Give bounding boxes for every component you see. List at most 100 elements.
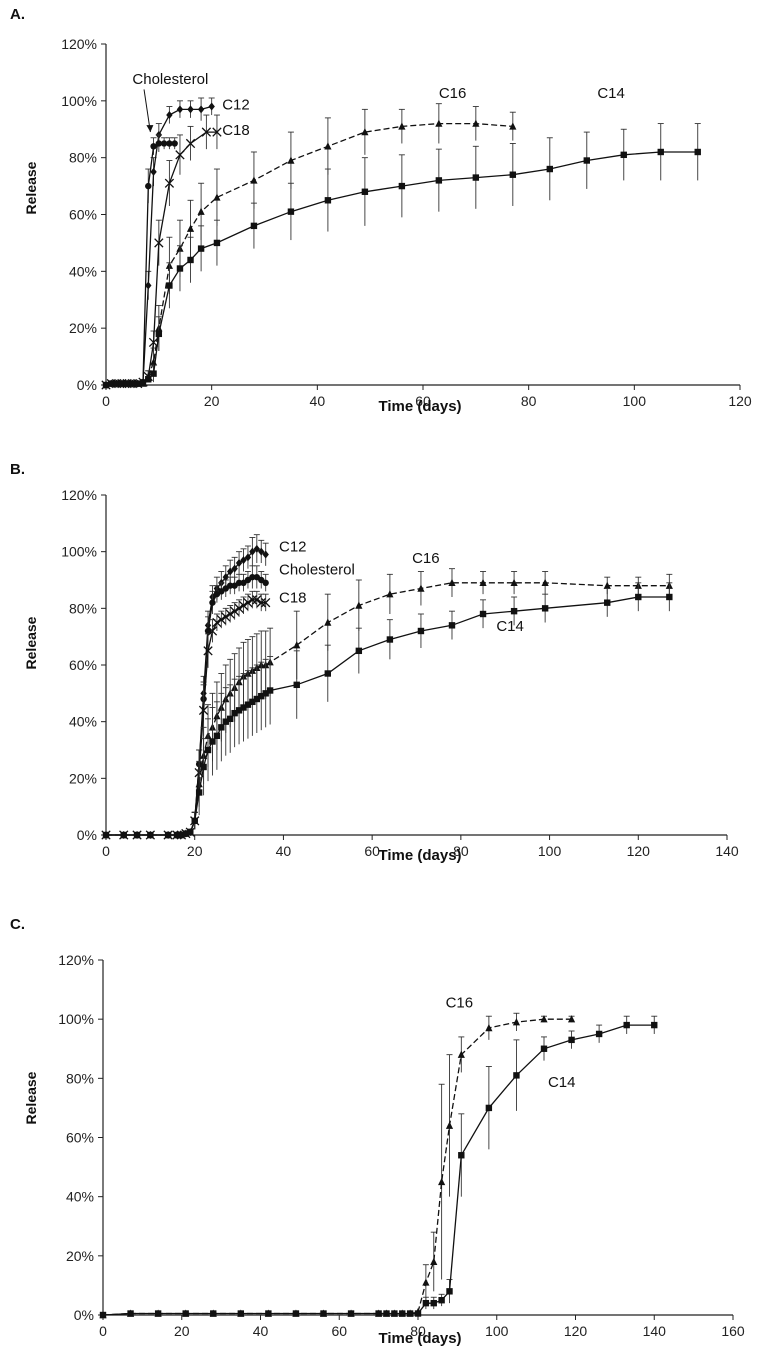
data-point-c14 — [102, 381, 110, 389]
x-tick-label: 60 — [364, 843, 380, 859]
data-point-c14 — [176, 265, 184, 272]
data-point-c14 — [123, 380, 131, 387]
data-point-c12 — [166, 111, 173, 120]
data-point-c16 — [361, 128, 369, 136]
x-axis-label: Time (days) — [378, 847, 462, 864]
data-point-c14 — [292, 1310, 300, 1317]
data-point-cholesterol — [235, 579, 243, 587]
data-point-c14 — [231, 709, 238, 717]
data-point-c16 — [540, 1015, 548, 1023]
data-point-c14 — [694, 148, 701, 156]
data-point-c16 — [422, 1278, 430, 1286]
data-point-c16 — [509, 122, 517, 130]
data-point-c14 — [150, 370, 157, 377]
data-point-c18 — [229, 606, 240, 616]
y-axis-label: Release — [23, 1071, 39, 1125]
data-point-c18 — [175, 150, 185, 160]
series-c16 — [102, 568, 673, 839]
x-tick-label: 140 — [715, 843, 739, 859]
data-point-c14 — [133, 831, 141, 839]
data-point-c18 — [225, 609, 235, 619]
data-point-c12 — [222, 573, 229, 582]
series-c18 — [101, 590, 271, 840]
y-tick-label: 120% — [61, 487, 97, 503]
data-point-c18 — [261, 598, 271, 608]
data-point-c16 — [603, 581, 611, 589]
data-point-c16 — [398, 122, 406, 130]
annotation-c14: C14 — [548, 1074, 576, 1091]
y-tick-label: 80% — [69, 150, 97, 166]
data-point-cholesterol — [145, 182, 152, 190]
data-point-c14 — [129, 380, 136, 387]
data-point-c14 — [213, 732, 221, 740]
data-point-c14 — [472, 174, 480, 181]
data-point-c14 — [244, 701, 252, 708]
data-point-c14 — [635, 593, 642, 601]
data-point-c16 — [324, 142, 332, 150]
annotation-c14: C14 — [597, 85, 625, 102]
y-tick-label: 60% — [69, 207, 97, 223]
data-point-c14 — [546, 165, 553, 173]
data-point-c12 — [253, 544, 261, 553]
data-point-cholesterol — [249, 573, 256, 581]
point-x-stroke — [154, 238, 164, 248]
data-point-c16 — [293, 641, 301, 649]
x-tick-label: 100 — [538, 843, 562, 859]
point-x-stroke — [212, 617, 222, 628]
x-tick-label: 20 — [204, 393, 220, 409]
data-point-cholesterol — [150, 143, 157, 150]
chart-panel-a: A. 0 20 40 60 80 100 120 0% 20% 40% 60% 80% 100% 120%… — [0, 0, 778, 455]
annotation-arrow-line — [143, 89, 151, 133]
data-point-c14 — [218, 724, 225, 731]
point-x-stroke — [201, 127, 212, 137]
y-tick-label: 120% — [61, 36, 97, 52]
x-tick-label: 60 — [415, 393, 431, 409]
annotation-arrow-head — [146, 125, 154, 133]
data-point-c14 — [178, 831, 185, 839]
data-point-c18 — [201, 127, 212, 137]
data-point-c14 — [182, 1310, 189, 1317]
data-point-c18 — [203, 646, 213, 656]
data-point-c14 — [108, 380, 115, 387]
series-c16 — [99, 1012, 576, 1319]
data-point-c14 — [209, 738, 216, 745]
data-point-c16 — [430, 1257, 438, 1265]
data-point-c16 — [438, 1177, 446, 1186]
data-point-c14 — [446, 1288, 453, 1295]
x-axis-label: Time (days) — [378, 1330, 462, 1347]
data-point-c14 — [147, 831, 154, 839]
x-tick-label: 80 — [410, 1323, 426, 1339]
data-point-c14 — [604, 599, 611, 606]
data-point-c14 — [262, 690, 269, 697]
y-tick-label: 20% — [69, 770, 97, 786]
data-point-c14 — [187, 828, 194, 836]
y-tick-label: 40% — [66, 1189, 94, 1205]
data-point-c14 — [398, 182, 406, 190]
series-line-c14 — [106, 596, 670, 836]
x-tick-label: 120 — [564, 1323, 588, 1339]
series-line-c16 — [102, 1018, 572, 1316]
data-point-c14 — [210, 1310, 217, 1317]
data-point-c14 — [287, 208, 295, 215]
y-tick-label: 0% — [77, 827, 97, 843]
data-point-c14 — [383, 1310, 390, 1317]
data-point-c14 — [651, 1021, 658, 1029]
x-tick-label: 20 — [174, 1323, 190, 1339]
y-tick-label: 0% — [77, 377, 97, 393]
x-tick-label: 140 — [643, 1323, 667, 1339]
data-point-c16 — [386, 590, 394, 598]
data-point-c16 — [567, 1015, 576, 1023]
point-x-stroke — [234, 603, 244, 613]
data-point-c16 — [485, 1024, 493, 1032]
data-point-c14 — [435, 177, 443, 184]
data-point-cholesterol — [166, 140, 173, 147]
data-point-c18 — [154, 238, 164, 248]
y-tick-label: 100% — [61, 544, 97, 560]
data-point-c18 — [252, 595, 262, 605]
y-tick-label: 120% — [58, 952, 94, 968]
data-point-c16 — [287, 156, 295, 164]
data-point-c16 — [197, 207, 205, 215]
data-point-c18 — [164, 178, 175, 188]
data-point-c16 — [510, 578, 518, 587]
data-point-c12 — [235, 559, 243, 567]
